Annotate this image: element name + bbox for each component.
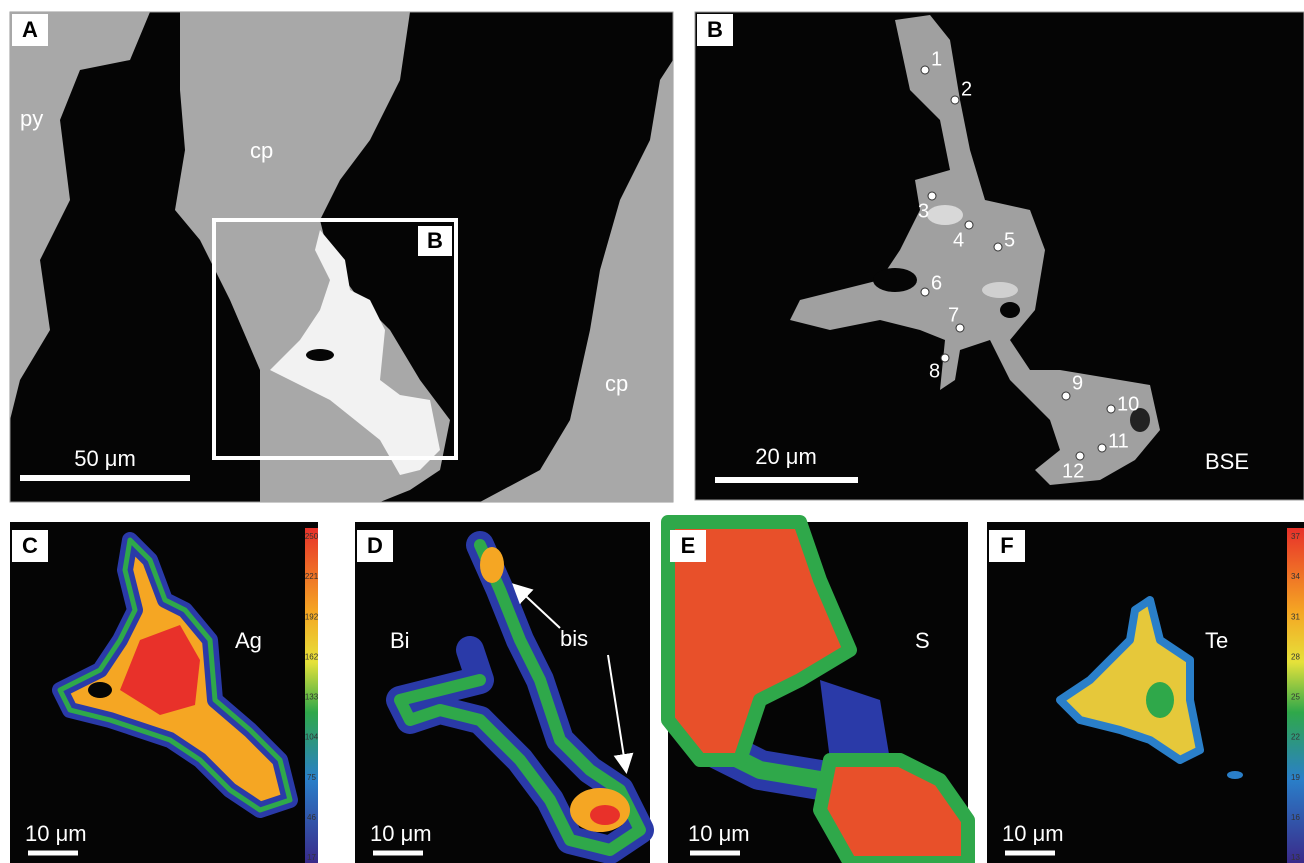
colorbar-label: 46 bbox=[307, 813, 316, 822]
colorbar-label: 22 bbox=[1291, 733, 1300, 742]
colorbar-label: 19 bbox=[1291, 773, 1300, 782]
panel-letter: D bbox=[367, 533, 383, 558]
point-label: 2 bbox=[961, 78, 972, 100]
colorbar-label: 16 bbox=[1291, 813, 1300, 822]
scale-bar-label: 10 μm bbox=[688, 821, 750, 846]
analysis-point bbox=[921, 288, 929, 296]
mode-label: BSE bbox=[1205, 449, 1249, 474]
colorbar-label: 28 bbox=[1291, 652, 1300, 661]
scale-bar-label: 10 μm bbox=[370, 821, 432, 846]
scale-bar-label: 10 μm bbox=[1002, 821, 1064, 846]
phase-label: cp bbox=[605, 371, 628, 396]
figure: A B 50 μm py cp cp B 20 μm BSE C Ag 10 μ… bbox=[0, 0, 1304, 863]
annotation: bis bbox=[560, 626, 588, 651]
analysis-point bbox=[921, 66, 929, 74]
colorbar-label: 25 bbox=[1291, 693, 1300, 702]
point-label: 3 bbox=[918, 200, 929, 222]
scale-bar-label: 20 μm bbox=[755, 444, 817, 469]
element-label: Ag bbox=[235, 628, 262, 653]
colorbar-label: 37 bbox=[1291, 532, 1300, 541]
analysis-point bbox=[941, 354, 949, 362]
scale-bar-label: 50 μm bbox=[74, 446, 136, 471]
colorbar-label: 104 bbox=[305, 733, 319, 742]
point-label: 7 bbox=[948, 304, 959, 326]
phase-label: py bbox=[20, 106, 43, 131]
point-label: 10 bbox=[1117, 393, 1139, 415]
colorbar-label: 192 bbox=[305, 612, 319, 621]
panel-letter: A bbox=[22, 17, 38, 42]
analysis-point bbox=[951, 96, 959, 104]
point-label: 4 bbox=[953, 229, 964, 251]
point-label: 8 bbox=[929, 360, 940, 382]
panel-a bbox=[10, 12, 673, 502]
point-label: 6 bbox=[931, 272, 942, 294]
point-label: 1 bbox=[931, 48, 942, 70]
colorbar-label: 75 bbox=[307, 773, 316, 782]
analysis-point bbox=[1107, 405, 1115, 413]
analysis-point bbox=[965, 221, 973, 229]
panel-c bbox=[10, 522, 318, 863]
analysis-point bbox=[1098, 444, 1106, 452]
panel-e bbox=[668, 522, 968, 863]
panel-b bbox=[695, 12, 1304, 500]
panel-letter: F bbox=[1000, 533, 1013, 558]
colorbar-label: 250 bbox=[305, 532, 319, 541]
panel-letter: E bbox=[681, 533, 696, 558]
colorbar-label: 133 bbox=[305, 693, 319, 702]
scale-bar-label: 10 μm bbox=[25, 821, 87, 846]
colorbar-label: 34 bbox=[1291, 572, 1300, 581]
point-label: 5 bbox=[1004, 229, 1015, 251]
panel-d bbox=[355, 522, 650, 863]
analysis-point bbox=[1076, 452, 1084, 460]
colorbar-label: 162 bbox=[305, 652, 319, 661]
point-label: 9 bbox=[1072, 372, 1083, 394]
colorbar-label: 31 bbox=[1291, 612, 1300, 621]
point-label: 11 bbox=[1108, 430, 1129, 452]
panel-letter: C bbox=[22, 533, 38, 558]
analysis-point bbox=[928, 192, 936, 200]
element-label: Bi bbox=[390, 628, 410, 653]
phase-label: cp bbox=[250, 138, 273, 163]
colorbar-label: 221 bbox=[305, 572, 319, 581]
point-label: 12 bbox=[1062, 460, 1084, 482]
analysis-point bbox=[1062, 392, 1070, 400]
analysis-point bbox=[994, 243, 1002, 251]
colorbar-label: 17 bbox=[307, 853, 316, 862]
inset-label: B bbox=[427, 228, 443, 253]
panel-letter: B bbox=[707, 17, 723, 42]
panel-f bbox=[987, 522, 1304, 863]
colorbar-label: 13 bbox=[1291, 853, 1300, 862]
element-label: S bbox=[915, 628, 930, 653]
element-label: Te bbox=[1205, 628, 1228, 653]
